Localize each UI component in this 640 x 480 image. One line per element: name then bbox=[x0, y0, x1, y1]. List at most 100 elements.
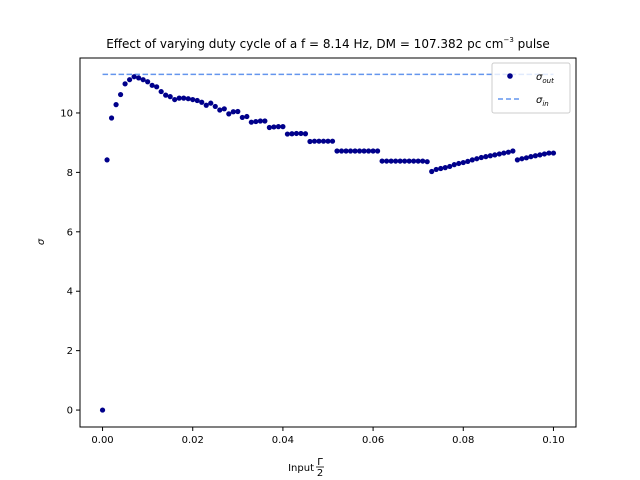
sigma-out-point bbox=[267, 125, 272, 130]
y-tick-label: 4 bbox=[67, 287, 73, 298]
sigma-out-point bbox=[154, 84, 159, 89]
sigma-out-point bbox=[222, 106, 227, 111]
sigma-out-point bbox=[186, 96, 191, 101]
sigma-out-point bbox=[240, 115, 245, 120]
sigma-out-point bbox=[100, 407, 105, 412]
sigma-out-point bbox=[384, 158, 389, 163]
sigma-out-point bbox=[325, 139, 330, 144]
sigma-out-point bbox=[524, 155, 529, 160]
sigma-out-point bbox=[231, 109, 236, 114]
sigma-out-point bbox=[307, 139, 312, 144]
sigma-out-point bbox=[411, 158, 416, 163]
y-tick-label: 10 bbox=[60, 108, 73, 119]
sigma-out-point bbox=[492, 152, 497, 157]
sigma-out-point bbox=[316, 139, 321, 144]
sigma-out-point bbox=[271, 124, 276, 129]
sigma-out-point bbox=[181, 96, 186, 101]
x-axis-label-fraction-numerator: Γ bbox=[317, 457, 323, 468]
sigma-out-point bbox=[456, 161, 461, 166]
x-axis-label-fraction-denominator: 2 bbox=[317, 468, 323, 479]
sigma-out-point bbox=[443, 165, 448, 170]
sigma-out-point bbox=[226, 111, 231, 116]
x-axis-label: Input bbox=[288, 463, 314, 474]
sigma-out-point bbox=[303, 131, 308, 136]
sigma-out-point bbox=[312, 139, 317, 144]
sigma-out-point bbox=[416, 158, 421, 163]
sigma-out-point bbox=[235, 109, 240, 114]
sigma-out-point bbox=[343, 148, 348, 153]
sigma-out-point bbox=[537, 152, 542, 157]
sigma-out-point bbox=[474, 156, 479, 161]
sigma-out-point bbox=[429, 169, 434, 174]
sigma-out-point bbox=[393, 158, 398, 163]
sigma-out-point bbox=[546, 150, 551, 155]
sigma-out-point bbox=[168, 94, 173, 99]
x-tick-label: 0.06 bbox=[362, 435, 384, 446]
sigma-out-point bbox=[195, 98, 200, 103]
sigma-out-point bbox=[470, 157, 475, 162]
sigma-out-point bbox=[551, 150, 556, 155]
y-tick-label: 8 bbox=[67, 168, 73, 179]
sigma-out-point bbox=[407, 158, 412, 163]
sigma-out-point bbox=[361, 148, 366, 153]
sigma-out-point bbox=[118, 92, 123, 97]
legend-marker-sigma-out bbox=[507, 73, 513, 79]
sigma-out-point bbox=[380, 158, 385, 163]
sigma-out-point bbox=[375, 148, 380, 153]
x-tick-label: 0.10 bbox=[542, 435, 564, 446]
sigma-out-point bbox=[348, 148, 353, 153]
sigma-out-point bbox=[434, 167, 439, 172]
sigma-out-point bbox=[321, 139, 326, 144]
sigma-out-point bbox=[253, 119, 258, 124]
y-tick-label: 2 bbox=[67, 346, 73, 357]
sigma-out-point bbox=[334, 148, 339, 153]
sigma-out-point bbox=[244, 114, 249, 119]
sigma-out-point bbox=[280, 124, 285, 129]
sigma-out-point bbox=[483, 154, 488, 159]
sigma-out-point bbox=[249, 120, 254, 125]
sigma-out-point bbox=[488, 153, 493, 158]
sigma-out-point bbox=[289, 131, 294, 136]
sigma-out-point bbox=[104, 157, 109, 162]
sigma-out-point bbox=[461, 160, 466, 165]
sigma-out-point bbox=[163, 93, 168, 98]
sigma-out-point bbox=[533, 153, 538, 158]
x-tick-label: 0.04 bbox=[272, 435, 294, 446]
sigma-out-point bbox=[506, 150, 511, 155]
sigma-out-point bbox=[258, 118, 263, 123]
sigma-out-point bbox=[366, 148, 371, 153]
sigma-out-point bbox=[389, 158, 394, 163]
sigma-out-point bbox=[285, 131, 290, 136]
sigma-out-point bbox=[136, 75, 141, 80]
sigma-out-point bbox=[122, 81, 127, 86]
sigma-out-point bbox=[542, 151, 547, 156]
sigma-out-point bbox=[132, 74, 137, 79]
sigma-out-point bbox=[497, 151, 502, 156]
x-tick-label: 0.00 bbox=[91, 435, 113, 446]
sigma-out-point bbox=[294, 131, 299, 136]
sigma-out-point bbox=[199, 100, 204, 105]
sigma-out-point bbox=[276, 124, 281, 129]
sigma-out-point bbox=[528, 154, 533, 159]
sigma-out-point bbox=[213, 104, 218, 109]
sigma-out-point bbox=[109, 115, 114, 120]
sigma-out-point bbox=[208, 101, 213, 106]
y-tick-label: 6 bbox=[67, 227, 73, 238]
sigma-out-point bbox=[438, 166, 443, 171]
sigma-out-point bbox=[515, 157, 520, 162]
sigma-out-point bbox=[339, 148, 344, 153]
legend-box bbox=[492, 63, 570, 113]
sigma-out-point bbox=[519, 156, 524, 161]
chart-title: Effect of varying duty cycle of a f = 8.… bbox=[106, 36, 550, 51]
sigma-out-point bbox=[190, 97, 195, 102]
sigma-out-point bbox=[420, 158, 425, 163]
sigma-out-point bbox=[141, 77, 146, 82]
sigma-out-point bbox=[352, 148, 357, 153]
sigma-out-point bbox=[172, 97, 177, 102]
sigma-out-point bbox=[447, 164, 452, 169]
sigma-out-point bbox=[113, 102, 118, 107]
sigma-out-point bbox=[330, 139, 335, 144]
sigma-out-point bbox=[357, 148, 362, 153]
sigma-out-point bbox=[452, 162, 457, 167]
